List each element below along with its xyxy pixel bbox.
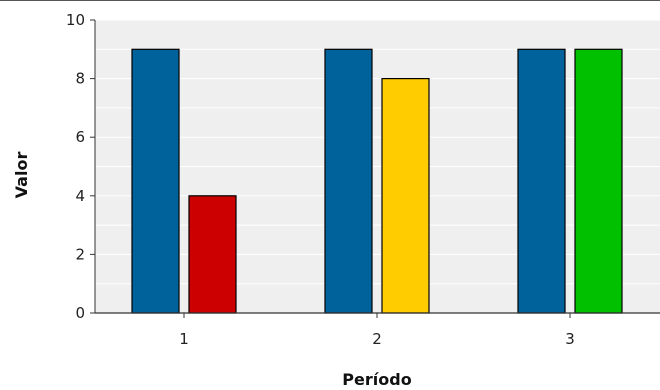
bar-2-2 [381, 77, 430, 314]
y-tick-label: 8 [75, 70, 85, 88]
x-tick-label: 3 [565, 330, 575, 348]
bar-1-2 [188, 195, 237, 314]
bar-2-1 [324, 48, 373, 314]
bar-1-1 [131, 48, 180, 314]
y-tick-label: 2 [75, 245, 85, 263]
y-axis-title: Valor [12, 152, 31, 199]
x-axis-title: Período [342, 370, 411, 389]
bar-3-2 [574, 48, 623, 314]
y-tick-label: 0 [75, 304, 85, 322]
x-tick-label: 1 [179, 330, 189, 348]
x-axis-ticks: 1 2 3 [179, 313, 575, 348]
y-tick-label: 6 [75, 128, 85, 146]
bar-3-1 [517, 48, 566, 314]
y-tick-label: 10 [66, 11, 85, 29]
x-tick-label: 2 [372, 330, 382, 348]
bars [131, 48, 623, 314]
y-axis-ticks: 0 2 4 6 8 10 [66, 11, 95, 322]
y-tick-label: 4 [75, 187, 85, 205]
